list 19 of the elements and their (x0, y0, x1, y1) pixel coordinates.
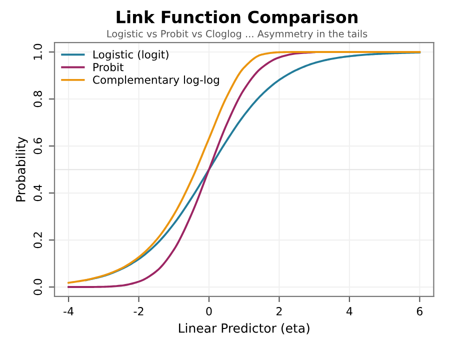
x-tick-label: 2 (276, 307, 282, 316)
y-tick-label: 1.0 (34, 44, 42, 60)
chart-title: Link Function Comparison (116, 10, 358, 27)
x-tick-label: 6 (416, 307, 422, 316)
x-tick-label: -2 (134, 307, 144, 316)
x-tick-label: -4 (64, 307, 74, 316)
x-axis-title: Linear Predictor (eta) (179, 323, 310, 334)
x-tick-label: 4 (346, 307, 352, 316)
y-tick-label: 0.2 (34, 232, 42, 248)
legend-label: Logistic (logit) (93, 50, 168, 61)
y-tick-label: 0.4 (34, 184, 42, 202)
y-axis-title: Probability (16, 136, 28, 202)
x-tick-label: 0 (206, 307, 212, 316)
chart-subtitle: Logistic vs Probit vs Cloglog ... Asymmetry in the tails (107, 30, 368, 40)
y-tick-label: 0.0 (34, 278, 42, 296)
y-tick-label: 0.6 (34, 138, 42, 154)
legend-label: Probit (93, 62, 124, 72)
y-tick-label: 0.8 (34, 90, 42, 108)
legend-label: Complementary log-log (93, 75, 219, 86)
